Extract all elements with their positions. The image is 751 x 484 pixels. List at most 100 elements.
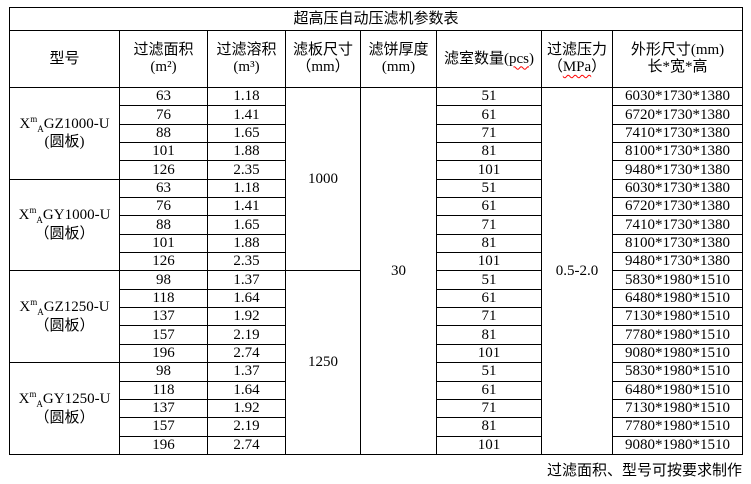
dims-cell: 8100*1730*1380 [611, 233, 744, 254]
chambers-cell: 81 [436, 325, 542, 345]
parameters-table: 超高压自动压滤机参数表 型号 过滤面积(m²) 过滤溶积 (m³) 滤板尺寸 （… [8, 7, 744, 456]
dims-cell: 5830*1980*1510 [611, 270, 744, 290]
chambers-cell: 51 [436, 86, 542, 107]
dims-cell: 9080*1980*1510 [611, 343, 744, 364]
table-row: 126 2.35 101 9480*1730*1380 [10, 160, 744, 180]
dims-cell: 9080*1980*1510 [611, 435, 744, 456]
footnote: 过滤面积、型号可按要求制作 [546, 463, 742, 479]
area-cell: 157 [119, 417, 208, 437]
area-cell: 101 [119, 142, 208, 162]
volume-cell: 2.74 [207, 343, 286, 364]
dims-cell: 7780*1980*1510 [611, 325, 744, 345]
dims-cell: 7410*1730*1380 [611, 123, 744, 144]
table-row: 118 1.64 61 6480*1980*1510 [10, 288, 744, 309]
chambers-cell: 101 [436, 160, 542, 180]
header-outer-dimensions: 外形尺寸(mm) 长*宽*高 [611, 30, 744, 88]
volume-cell: 1.64 [207, 380, 286, 400]
volume-cell: 2.35 [207, 160, 286, 180]
header-filter-volume: 过滤溶积 (m³) [207, 30, 286, 88]
table-row: 88 1.65 71 7410*1730*1380 [10, 215, 744, 235]
chambers-cell: 81 [436, 417, 542, 437]
table-row: 137 1.92 71 7130*1980*1510 [10, 398, 744, 419]
dims-cell: 9480*1730*1380 [611, 252, 744, 272]
chambers-cell: 61 [436, 288, 542, 309]
table-row: 196 2.74 101 9080*1980*1510 [10, 435, 744, 456]
area-cell: 76 [119, 197, 208, 217]
header-filter-pressure: 过滤压力 （MPa） [541, 30, 613, 88]
chambers-cell: 101 [436, 435, 542, 456]
header-plate-size: 滤板尺寸 （mm） [285, 30, 361, 88]
model-cell: XmAGY1250-U （圆板） [9, 362, 120, 455]
plate-size-cell: 1250 [285, 270, 361, 455]
dims-cell: 6030*1730*1380 [611, 178, 744, 199]
area-cell: 118 [119, 380, 208, 400]
chambers-cell: 71 [436, 307, 542, 327]
header-chamber-count: 滤室数量(pcs) [436, 30, 542, 88]
model-cell: XmAGZ1250-U （圆板） [9, 270, 120, 364]
area-cell: 98 [119, 270, 208, 290]
area-cell: 76 [119, 105, 208, 125]
area-cell: 157 [119, 325, 208, 345]
table-row: XmAGY1250-U （圆板） 98 1.37 51 5830*1980*15… [9, 362, 744, 455]
area-cell: 101 [119, 233, 208, 254]
chambers-cell: 61 [436, 197, 542, 217]
volume-cell: 1.64 [207, 288, 286, 309]
area-cell: 63 [119, 178, 208, 199]
dims-cell: 7780*1980*1510 [611, 417, 744, 437]
chambers-cell: 101 [436, 343, 542, 364]
dims-cell: 5830*1980*1510 [611, 362, 744, 382]
dims-cell: 6030*1730*1380 [611, 86, 744, 107]
area-cell: 126 [119, 160, 208, 180]
chambers-cell: 101 [436, 252, 542, 272]
chambers-cell: 71 [436, 123, 542, 144]
spellcheck-underline: MPa [562, 59, 592, 75]
volume-cell: 2.19 [207, 417, 286, 437]
dims-cell: 6720*1730*1380 [611, 197, 744, 217]
volume-cell: 1.18 [207, 178, 286, 199]
plate-size-cell: 1000 [285, 86, 361, 272]
table-title: 超高压自动压滤机参数表 [8, 7, 744, 31]
dims-cell: 6720*1730*1380 [611, 105, 744, 125]
volume-cell: 1.37 [207, 362, 286, 382]
area-cell: 126 [119, 252, 208, 272]
volume-cell: 1.88 [207, 142, 286, 162]
volume-cell: 1.92 [207, 307, 286, 327]
dims-cell: 6480*1980*1510 [611, 288, 744, 309]
spellcheck-underline: pcs [509, 50, 529, 67]
volume-cell: 1.41 [207, 105, 286, 125]
chambers-cell: 61 [436, 380, 542, 400]
table-row: 157 2.19 81 7780*1980*1510 [10, 417, 744, 437]
volume-cell: 2.74 [207, 435, 286, 456]
volume-cell: 1.65 [207, 123, 286, 144]
volume-cell: 2.19 [207, 325, 286, 345]
dims-cell: 7130*1980*1510 [611, 398, 744, 419]
chambers-cell: 51 [436, 178, 542, 199]
table-row: 126 2.35 101 9480*1730*1380 [10, 252, 744, 272]
table-row: 101 1.88 81 8100*1730*1380 [10, 142, 744, 162]
header-cake-thickness: 滤饼厚度 (mm) [360, 30, 437, 88]
area-cell: 63 [119, 86, 208, 107]
table-row: XmAGZ1000-U (圆板) 63 1.18 1000 30 51 0.5-… [9, 86, 744, 455]
area-cell: 88 [119, 215, 208, 235]
model-cell: XmAGY1000-U （圆板） [9, 178, 120, 272]
area-cell: 137 [119, 398, 208, 419]
chambers-cell: 61 [436, 105, 542, 125]
table-title-row: 超高压自动压滤机参数表 [8, 7, 744, 31]
chambers-cell: 81 [436, 233, 542, 254]
dims-cell: 6480*1980*1510 [611, 380, 744, 400]
model-cell: XmAGZ1000-U (圆板) [9, 87, 120, 180]
volume-cell: 1.65 [207, 215, 286, 235]
chambers-cell: 81 [436, 142, 542, 162]
table-row: 157 2.19 81 7780*1980*1510 [10, 325, 744, 345]
area-cell: 98 [119, 362, 208, 382]
chambers-cell: 71 [436, 398, 542, 419]
volume-cell: 1.88 [207, 233, 286, 254]
area-cell: 88 [119, 123, 208, 144]
dims-cell: 7130*1980*1510 [611, 307, 744, 327]
header-filter-area: 过滤面积(m²) [119, 30, 208, 88]
volume-cell: 1.37 [207, 270, 286, 290]
dims-cell: 8100*1730*1380 [611, 142, 744, 162]
dims-cell: 7410*1730*1380 [611, 215, 744, 235]
table-row: 101 1.88 81 8100*1730*1380 [10, 233, 744, 254]
area-cell: 196 [119, 435, 208, 456]
